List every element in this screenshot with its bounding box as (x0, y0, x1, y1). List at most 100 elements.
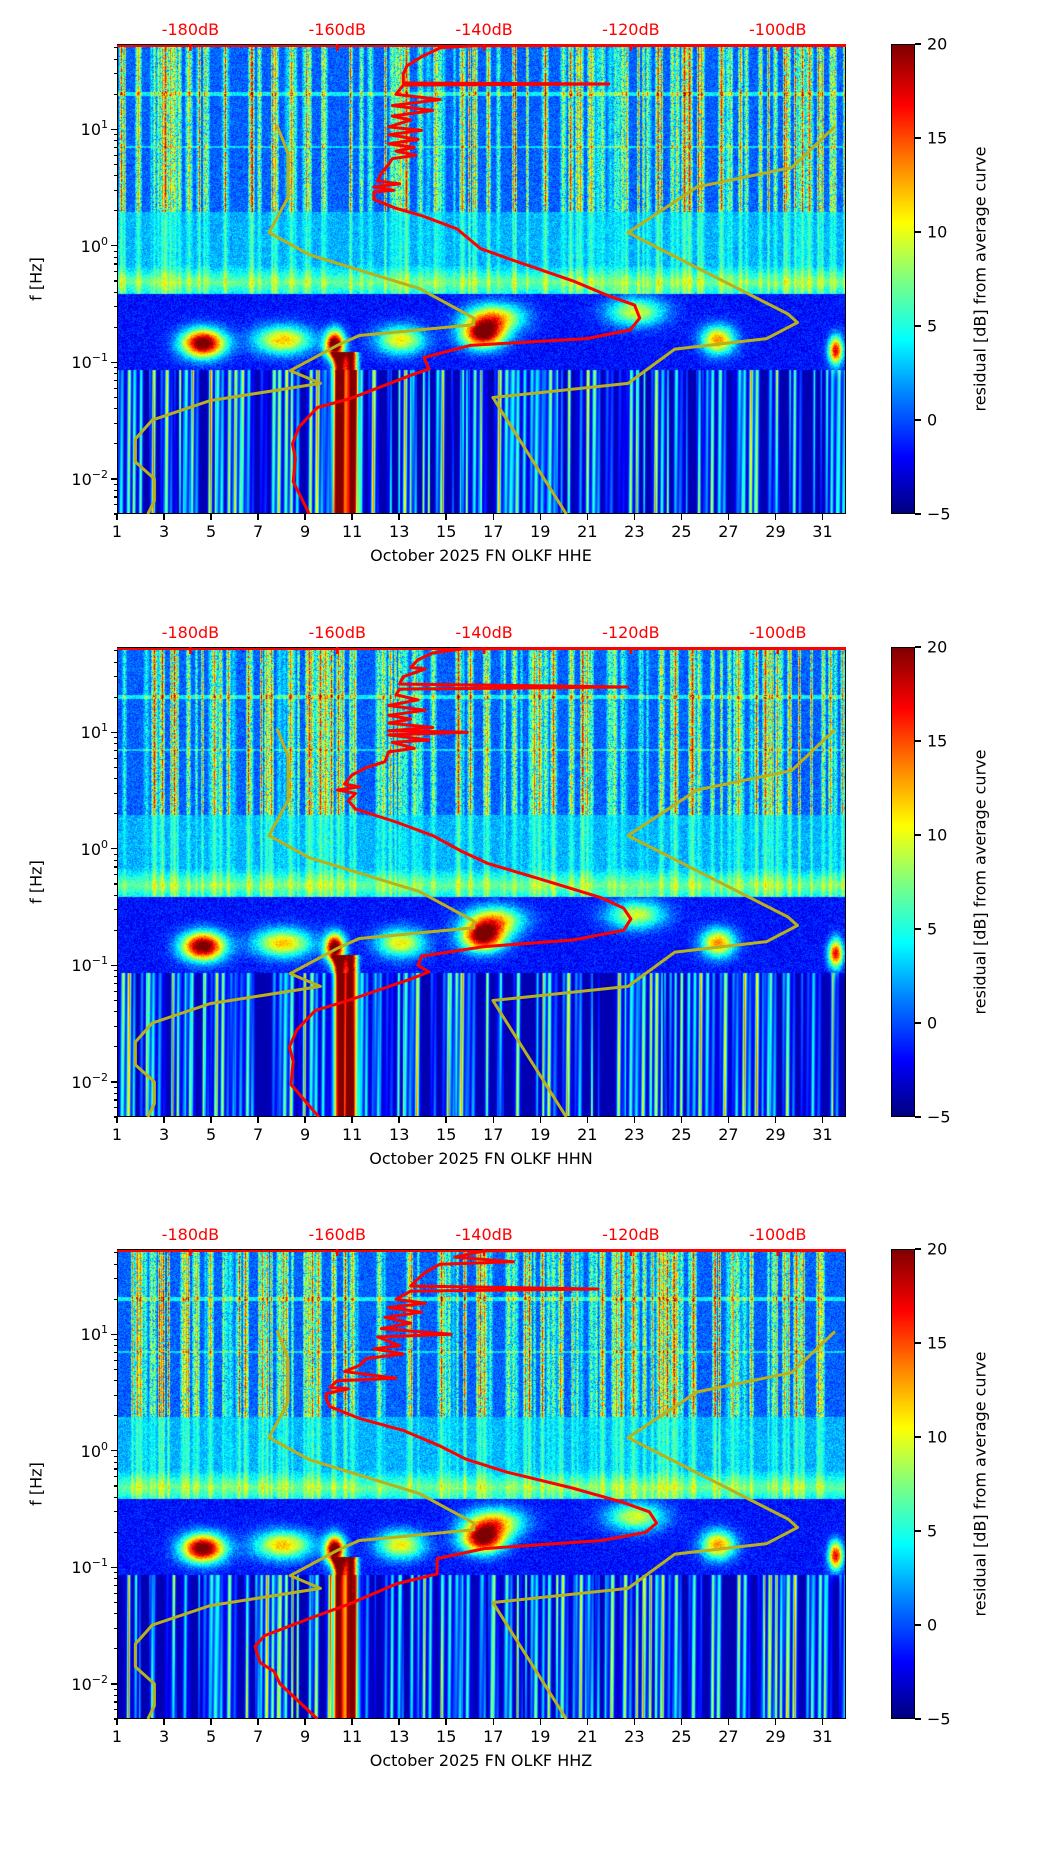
colorbar (891, 1249, 915, 1719)
top-axis-tick-label: -160dB (308, 20, 366, 39)
x-axis-tick (727, 1719, 730, 1725)
x-axis-tick-label: 11 (341, 522, 363, 541)
x-axis-tick (304, 1719, 306, 1725)
y-axis-minor-tick (113, 250, 117, 252)
y-axis-minor-tick (113, 1394, 117, 1396)
y-axis-tick-label: 100 (80, 234, 108, 257)
x-axis-tick (445, 514, 447, 520)
x-axis-tick-label: 7 (253, 1125, 264, 1144)
x-axis-tick (492, 1719, 494, 1725)
y-axis-minor-tick (113, 929, 117, 931)
y-axis-minor-tick (113, 1046, 117, 1048)
x-axis-tick (116, 1117, 118, 1123)
y-axis-minor-tick (113, 1380, 117, 1382)
y-axis-minor-tick (113, 1648, 117, 1650)
y-axis-minor-tick (113, 778, 117, 780)
colorbar-tick (915, 325, 921, 327)
y-axis-minor-tick (113, 271, 117, 273)
colorbar-tick-label: 15 (927, 1333, 948, 1353)
x-axis-tick (398, 514, 400, 520)
y-axis-minor-tick (113, 909, 117, 911)
top-axis-tick-label: -160dB (308, 1225, 366, 1244)
y-axis-minor-tick (113, 1572, 117, 1574)
y-axis-minor-tick (113, 1339, 117, 1341)
x-axis-tick-label: 13 (389, 1727, 410, 1746)
x-axis-tick-label: 1 (111, 1125, 123, 1144)
x-axis-tick (163, 1117, 165, 1123)
y-axis-minor-tick (113, 443, 117, 445)
y-axis-minor-tick (113, 408, 117, 410)
colorbar-label: residual [dB] from average curve (970, 1351, 990, 1617)
top-axis-tick-label: -100dB (748, 623, 807, 642)
top-axis-tick-label: -180dB (161, 20, 220, 39)
colorbar-tick (915, 928, 921, 930)
y-axis-label: f [Hz] (26, 860, 46, 904)
spectrogram-panel-hhn: -180dB -160dB -140dB -120dB -100dB 1 3 5 7 9 11 13 1… (0, 623, 1052, 1250)
y-axis-minor-tick (113, 1584, 117, 1587)
top-axis-tick-label: -120dB (602, 1225, 660, 1244)
x-axis-tick (539, 1117, 542, 1123)
x-axis-tick-label: 13 (389, 1125, 410, 1144)
y-axis-minor-tick (113, 1252, 117, 1254)
x-axis-tick-label: 11 (341, 1125, 363, 1144)
x-axis-tick-label: 31 (812, 1125, 833, 1144)
colorbar-tick (915, 513, 921, 515)
x-axis-tick (445, 1719, 447, 1725)
x-axis-tick (821, 1117, 824, 1123)
colorbar-tick (915, 1436, 921, 1438)
y-axis-minor-tick (113, 280, 117, 282)
x-axis-tick (257, 514, 259, 520)
colorbar-tick-label: 5 (927, 919, 938, 939)
y-axis-minor-tick (113, 1468, 117, 1470)
top-axis-tick-label: -160dB (308, 623, 366, 642)
colorbar-tick (915, 137, 921, 139)
y-axis-minor-tick (113, 976, 117, 978)
curve-overlay (117, 44, 846, 514)
x-axis-tick-label: 17 (483, 1727, 504, 1746)
spectrogram-panel-hhe: -180dB -160dB -140dB -120dB -100dB 1 3 5 7 9 11 13 1… (0, 20, 1052, 647)
y-axis-minor-tick (113, 737, 117, 739)
y-axis-minor-tick (113, 1263, 117, 1265)
y-axis-minor-tick (113, 396, 117, 399)
y-axis-minor-tick (113, 1368, 117, 1370)
x-axis-tick (116, 1719, 118, 1725)
colorbar-tick (915, 834, 921, 836)
y-axis-tick-label: 10−2 (71, 467, 108, 490)
top-axis-tick-label: -120dB (602, 623, 660, 642)
colorbar-tick (915, 646, 921, 648)
colorbar-tick-label: 0 (927, 410, 938, 430)
y-axis-tick-label: 101 (80, 1323, 108, 1345)
x-axis-tick-label: 23 (624, 1125, 645, 1144)
x-axis-tick (633, 1117, 636, 1123)
curve-overlay (117, 647, 846, 1117)
y-axis-major-tick (111, 245, 117, 247)
x-axis-tick (210, 1719, 212, 1725)
x-axis-tick (774, 1719, 777, 1725)
x-axis-label: October 2025 FN OLKF HHN (369, 1149, 593, 1168)
y-axis-minor-tick (113, 970, 117, 972)
y-axis-minor-tick (113, 982, 117, 985)
y-axis-minor-tick (113, 1531, 117, 1533)
y-axis-minor-tick (113, 1627, 117, 1629)
y-axis-tick-label: 100 (80, 837, 108, 860)
y-axis-minor-tick (113, 154, 117, 156)
y-axis-minor-tick (113, 866, 117, 868)
y-axis-minor-tick (113, 163, 117, 165)
colorbar-tick (915, 1342, 921, 1344)
colorbar-tick (915, 1022, 921, 1024)
x-axis-tick (633, 514, 636, 520)
y-axis-minor-tick (113, 373, 117, 375)
x-axis-tick-label: 7 (253, 522, 264, 541)
colorbar-tick (915, 419, 921, 421)
y-axis-major-tick (111, 478, 117, 480)
colorbar-tick (915, 1248, 921, 1250)
high-noise-model-line (491, 125, 837, 514)
x-axis-tick-label: 3 (158, 1727, 170, 1746)
x-axis-tick-label: 5 (205, 522, 217, 541)
y-axis-minor-tick (113, 1092, 117, 1094)
y-axis-minor-tick (113, 210, 117, 212)
x-axis-tick-label: 9 (300, 1125, 311, 1144)
top-axis-tick-label: -100dB (748, 20, 807, 39)
x-axis-tick (586, 1719, 589, 1725)
y-axis-minor-tick (113, 422, 117, 424)
